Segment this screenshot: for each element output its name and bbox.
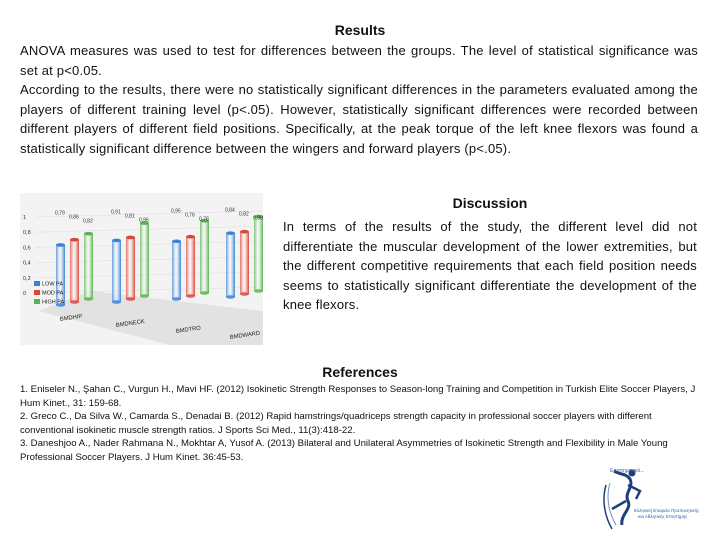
bar-cap: [84, 231, 93, 236]
data-label: 0,79: [55, 211, 65, 217]
reference-item-3: 3. Daneshjoo A., Nader Rahmana N., Mokht…: [20, 438, 668, 463]
data-label: 0,95: [171, 209, 181, 215]
bar-base: [112, 300, 121, 304]
y-tick-label: 0,2: [23, 276, 31, 282]
reference-item-1: 1. Eniseler N., Şahan C., Vurgun H., Mav…: [20, 384, 696, 409]
category-label: BMDNECK: [116, 319, 146, 329]
bar-BMDHIP-HIGH-PA: [84, 233, 93, 299]
bar-cap: [112, 238, 121, 243]
discussion-heading: Discussion: [452, 195, 528, 211]
gridline: [35, 226, 264, 233]
category-label: BMDTRO: [176, 325, 202, 335]
bar-BMDTRO-HIGH-PA: [200, 220, 209, 293]
bar-cap: [226, 231, 235, 235]
bar-cap: [254, 214, 263, 219]
bar-base: [200, 291, 209, 295]
bar-BMDTRO-LOW-PA: [172, 241, 181, 299]
bar-cap: [70, 237, 79, 242]
bar-base: [140, 294, 149, 298]
gridline: [35, 210, 264, 218]
bar-BMDWARD-HIGH-PA: [254, 216, 263, 291]
y-tick-label: 1: [23, 215, 26, 221]
bar-cap: [126, 235, 135, 240]
references-heading: References: [322, 364, 398, 380]
data-label: 0,96: [139, 218, 149, 224]
logo-brand: Επιστημονικό...: [610, 468, 645, 474]
data-label: 0,86: [69, 215, 79, 221]
bar-BMDHIP-LOW-PA: [56, 244, 65, 305]
bar-base: [84, 297, 93, 301]
bar-cap: [172, 239, 181, 244]
results-paragraph-2: According to the results, there were no …: [20, 82, 698, 156]
y-tick-label: 0,4: [23, 261, 31, 267]
bar-base: [126, 297, 135, 301]
data-label: 0,78: [199, 217, 209, 223]
bar-chart: 0 0,2 0,4 0,6 0,8 1 0,79 0,86 0,82 BMDHIP 0,91 0,81…: [20, 193, 264, 345]
logo-line-2: και Αθλητικής Επιστήμης: [638, 514, 688, 519]
y-tick-label: 0: [23, 291, 26, 297]
discussion-paragraph: In terms of the results of the study, th…: [283, 219, 697, 312]
y-tick-label: 0,6: [23, 245, 31, 251]
bar-cap: [56, 243, 65, 247]
results-heading: Results: [334, 22, 386, 38]
organization-logo: Επιστημονικό... Ελληνική Εταιρεία Προπον…: [600, 465, 712, 537]
bar-base: [254, 289, 263, 293]
legend-swatch: [34, 281, 40, 286]
bar-base: [56, 303, 65, 307]
data-label: 0,81: [125, 214, 135, 220]
chart-svg: 00,20,40,60,810,790,860,82BMDHIP0,910,81…: [20, 193, 264, 345]
data-label: 0,98: [253, 216, 263, 222]
data-label: 0,82: [83, 219, 93, 225]
legend-swatch: [34, 299, 40, 304]
bar-base: [226, 295, 235, 299]
reference-item-2: 2. Greco C., Da Silva W., Camarda S., De…: [20, 411, 652, 436]
bar-BMDNECK-LOW-PA: [112, 240, 121, 302]
data-label: 0,84: [225, 208, 235, 214]
bar-BMDNECK-MOD-PA: [126, 237, 135, 299]
legend-label: HIGH PA: [42, 300, 65, 306]
bar-base: [186, 294, 195, 298]
logo-line-1: Ελληνική Εταιρεία Προπονητικής: [634, 508, 700, 513]
legend-swatch: [34, 290, 40, 295]
bar-cap: [240, 229, 249, 234]
bar-BMDHIP-MOD-PA: [70, 239, 79, 302]
legend-label: MOD PA: [42, 291, 64, 297]
bar-cap: [186, 234, 195, 239]
runner-logo-icon: [603, 469, 642, 530]
bar-base: [240, 292, 249, 296]
bar-BMDNECK-HIGH-PA: [140, 223, 149, 296]
category-label: BMDWARD: [230, 331, 261, 341]
data-label: 0,91: [111, 210, 121, 216]
bar-cap: [200, 219, 209, 223]
y-tick-label: 0,8: [23, 230, 31, 236]
bar-BMDTRO-MOD-PA: [186, 236, 195, 296]
chart-floor: [38, 291, 263, 345]
bar-BMDWARD-MOD-PA: [240, 231, 249, 294]
bar-cap: [140, 221, 149, 225]
data-label: 0,82: [239, 212, 249, 218]
data-label: 0,76: [185, 213, 195, 219]
bar-base: [172, 297, 181, 301]
results-paragraph-1: ANOVA measures was used to test for diff…: [20, 43, 698, 78]
legend-label: LOW PA: [42, 282, 63, 288]
bar-base: [70, 300, 79, 304]
references-list: 1. Eniseler N., Şahan C., Vurgun H., Mav…: [20, 383, 702, 465]
bar-BMDWARD-LOW-PA: [226, 233, 235, 297]
category-label: BMDHIP: [60, 314, 83, 323]
